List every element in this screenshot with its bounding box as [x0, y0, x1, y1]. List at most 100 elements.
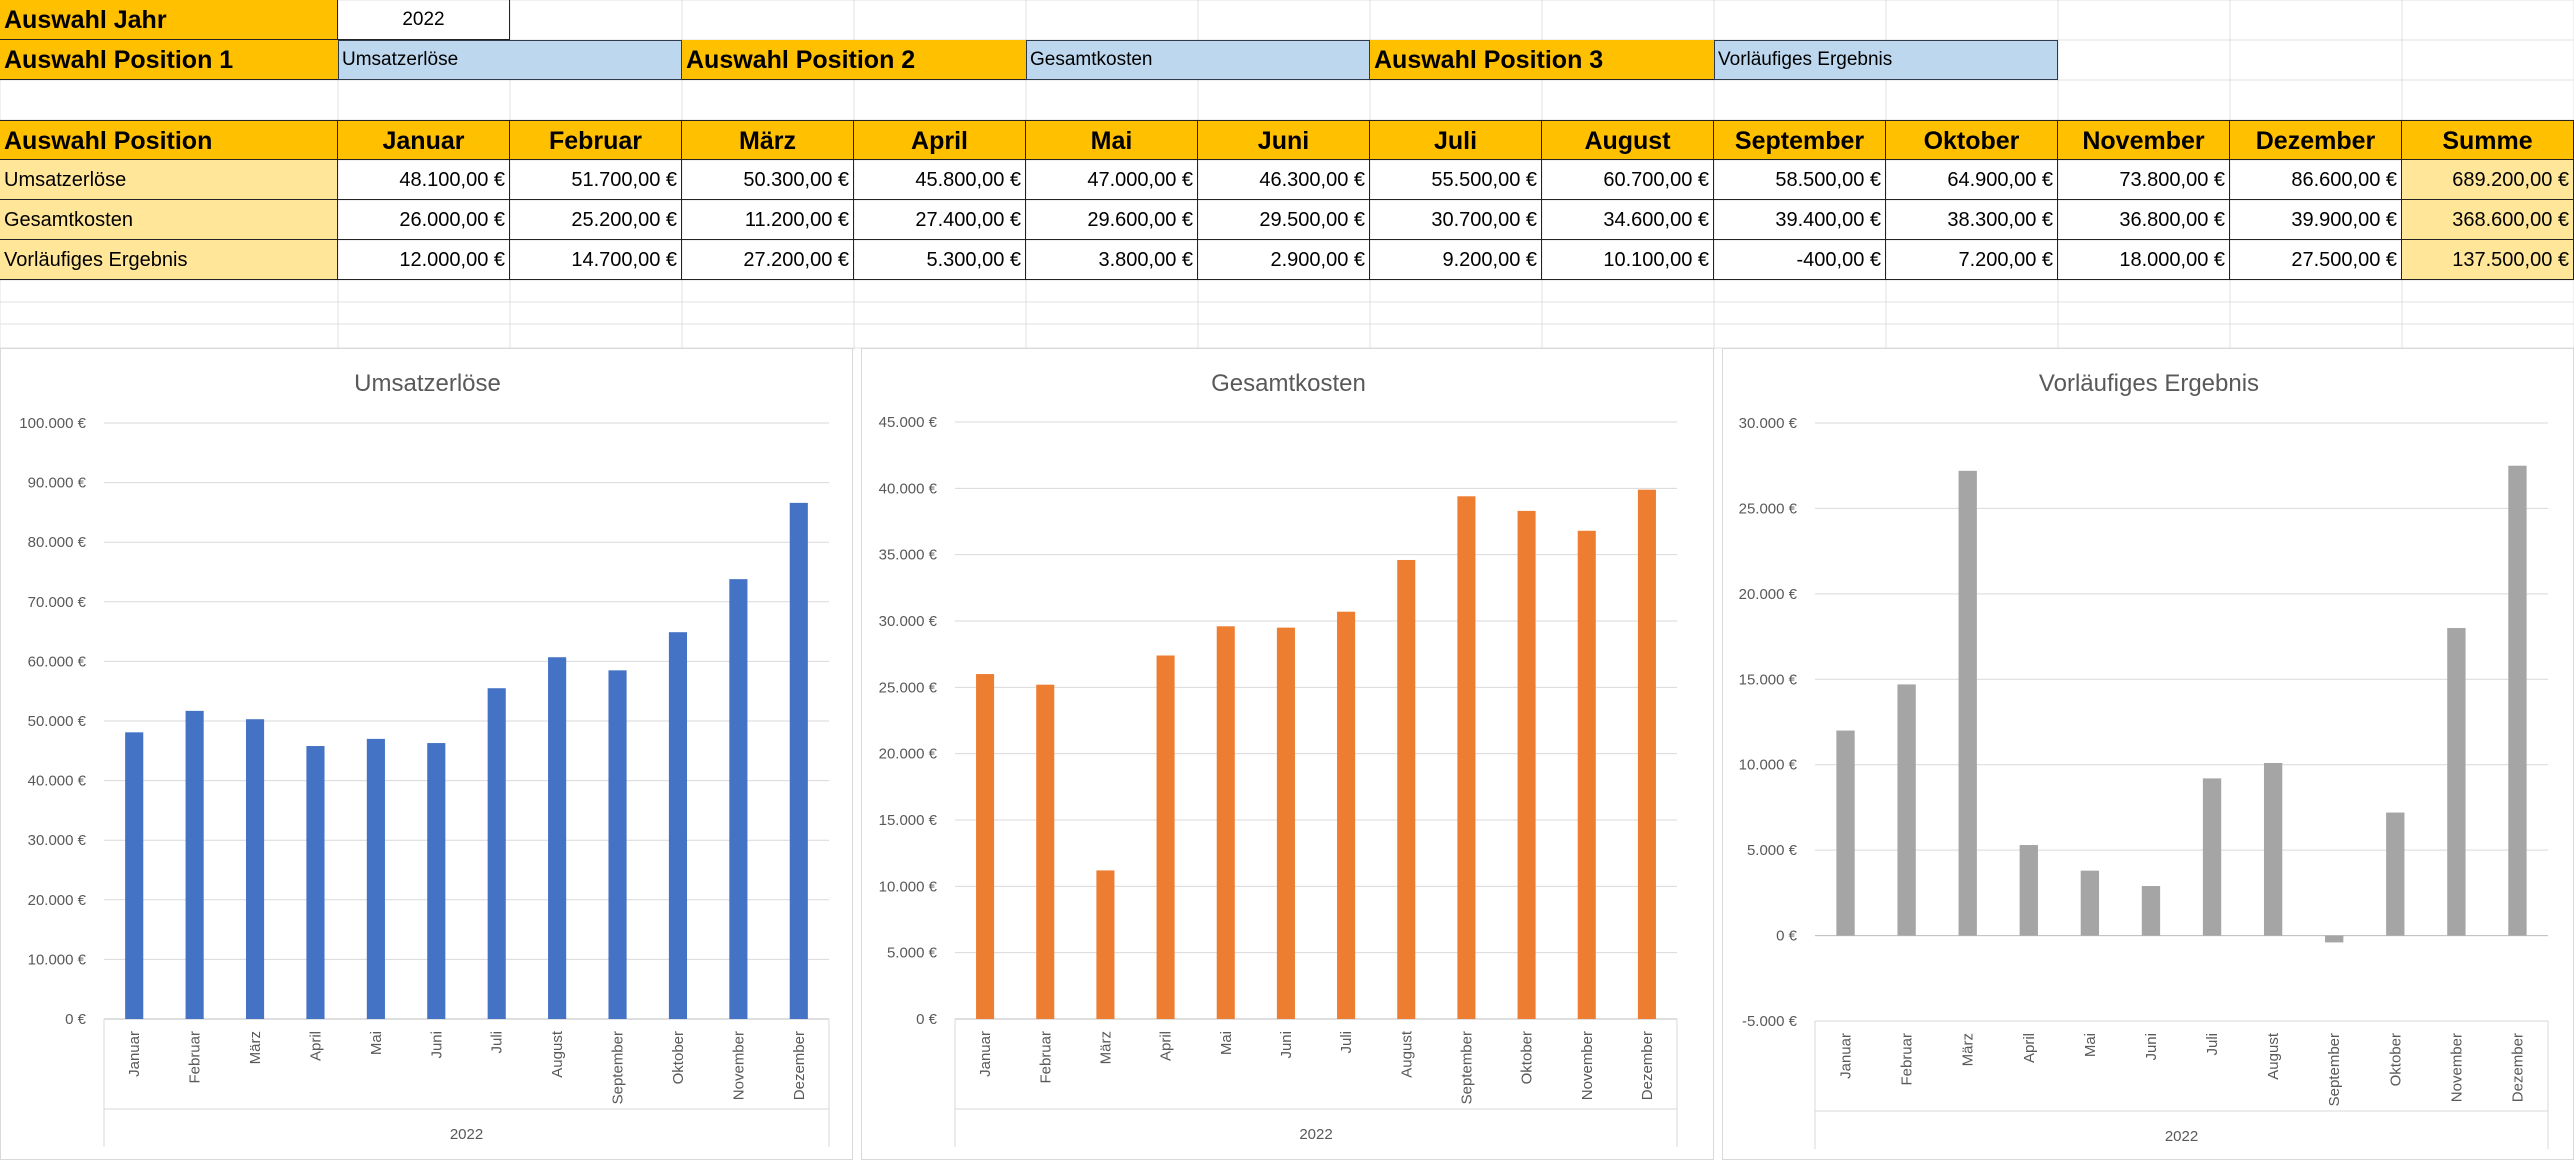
bar-september[interactable] [2325, 935, 2344, 943]
bar-november[interactable] [2447, 628, 2466, 936]
bar-februar[interactable] [1897, 684, 1916, 936]
y-tick-label: 5.000 € [1747, 842, 1798, 859]
bar-oktober[interactable] [1517, 510, 1536, 1019]
table-value-cell[interactable]: 50.300,00 € [682, 160, 854, 200]
bar-august[interactable] [1397, 559, 1416, 1019]
bar-juli[interactable] [487, 688, 506, 1019]
bar-dezember[interactable] [2508, 465, 2527, 936]
bar-november[interactable] [1577, 530, 1596, 1019]
bar-november[interactable] [729, 579, 748, 1019]
chart-umsatzerloese[interactable]: Umsatzerlöse 0 € 10.000 € 20.000 € 30.000 € 4… [0, 348, 853, 1160]
bar-dezember[interactable] [789, 502, 808, 1019]
table-header-month: März [682, 120, 854, 160]
bar-märz[interactable] [1096, 870, 1115, 1019]
x-category-label: April [307, 1031, 324, 1061]
x-category-label: November [730, 1031, 747, 1100]
table-value-cell[interactable]: 39.400,00 € [1714, 200, 1886, 240]
table-value-cell[interactable]: 5.300,00 € [854, 240, 1026, 280]
bar-august[interactable] [2263, 763, 2283, 936]
bar-september[interactable] [608, 670, 627, 1019]
table-value-cell[interactable]: 48.100,00 € [338, 160, 510, 200]
bar-oktober[interactable] [668, 632, 688, 1019]
x-category-label: Juni [428, 1031, 445, 1059]
table-header-month: Mai [1026, 120, 1198, 160]
table-value-cell[interactable]: 27.200,00 € [682, 240, 854, 280]
bar-dezember[interactable] [1637, 489, 1656, 1019]
chart-vorlaeufiges-ergebnis[interactable]: Vorläufiges Ergebnis -5.000 € 0 € 5.000 € 10… [1722, 348, 2574, 1160]
y-tick-label: 45.000 € [879, 414, 938, 431]
table-value-cell[interactable]: 18.000,00 € [2058, 240, 2230, 280]
table-row-label: Vorläufiges Ergebnis [0, 240, 338, 280]
table-value-cell[interactable]: 25.200,00 € [510, 200, 682, 240]
table-value-cell[interactable]: 12.000,00 € [338, 240, 510, 280]
table-value-cell[interactable]: 47.000,00 € [1026, 160, 1198, 200]
bar-april[interactable] [1156, 655, 1175, 1019]
bar-oktober[interactable] [2386, 812, 2405, 936]
table-value-cell[interactable]: 26.000,00 € [338, 200, 510, 240]
table-value-cell[interactable]: 58.500,00 € [1714, 160, 1886, 200]
bar-februar[interactable] [1036, 684, 1055, 1019]
table-value-cell[interactable]: 29.500,00 € [1198, 200, 1370, 240]
table-value-cell[interactable]: 27.500,00 € [2230, 240, 2402, 280]
bar-januar[interactable] [976, 674, 995, 1019]
bar-mai[interactable] [1216, 626, 1235, 1019]
year-input[interactable]: 2022 [338, 0, 510, 40]
table-value-cell[interactable]: 27.400,00 € [854, 200, 1026, 240]
table-value-cell[interactable]: 3.800,00 € [1026, 240, 1198, 280]
bar-juli[interactable] [1337, 611, 1356, 1019]
bar-september[interactable] [1457, 496, 1476, 1019]
position1-select[interactable]: Umsatzerlöse [338, 40, 682, 80]
bar-februar[interactable] [185, 710, 204, 1019]
x-category-label: Dezember [1639, 1031, 1656, 1100]
table-sum-cell[interactable]: 689.200,00 € [2402, 160, 2574, 200]
bar-april[interactable] [2019, 845, 2038, 936]
table-value-cell[interactable]: 39.900,00 € [2230, 200, 2402, 240]
table-value-cell[interactable]: 2.900,00 € [1198, 240, 1370, 280]
bar-januar[interactable] [1836, 730, 1855, 936]
bar-märz[interactable] [245, 719, 265, 1019]
table-value-cell[interactable]: 86.600,00 € [2230, 160, 2402, 200]
table-value-cell[interactable]: -400,00 € [1714, 240, 1886, 280]
table-value-cell[interactable]: 29.600,00 € [1026, 200, 1198, 240]
position2-select[interactable]: Gesamtkosten [1026, 40, 1370, 80]
bar-januar[interactable] [125, 732, 144, 1019]
table-value-cell[interactable]: 7.200,00 € [1886, 240, 2058, 280]
table-sum-cell[interactable]: 137.500,00 € [2402, 240, 2574, 280]
table-value-cell[interactable]: 46.300,00 € [1198, 160, 1370, 200]
chart-gesamtkosten[interactable]: Gesamtkosten 0 € 5.000 € 10.000 € 15.000 € 20… [861, 348, 1714, 1160]
bar-april[interactable] [306, 746, 325, 1019]
position3-select[interactable]: Vorläufiges Ergebnis [1714, 40, 2058, 80]
bar-august[interactable] [548, 657, 567, 1019]
table-value-cell[interactable]: 60.700,00 € [1542, 160, 1714, 200]
table-value-cell[interactable]: 45.800,00 € [854, 160, 1026, 200]
bar-juli[interactable] [2202, 778, 2222, 936]
table-value-cell[interactable]: 30.700,00 € [1370, 200, 1542, 240]
bar-juni[interactable] [2141, 886, 2161, 936]
table-value-cell[interactable]: 34.600,00 € [1542, 200, 1714, 240]
table-value-cell[interactable]: 38.300,00 € [1886, 200, 2058, 240]
table-value-cell[interactable]: 55.500,00 € [1370, 160, 1542, 200]
y-tick-label: 70.000 € [28, 594, 87, 611]
y-tick-label: 20.000 € [1739, 586, 1798, 603]
table-value-cell[interactable]: 11.200,00 € [682, 200, 854, 240]
x-category-label: Dezember [791, 1031, 808, 1100]
bar-juni[interactable] [1276, 627, 1295, 1019]
table-value-cell[interactable]: 36.800,00 € [2058, 200, 2230, 240]
table-value-cell[interactable]: 14.700,00 € [510, 240, 682, 280]
y-tick-label: 35.000 € [879, 547, 938, 564]
table-value-cell[interactable]: 64.900,00 € [1886, 160, 2058, 200]
bar-märz[interactable] [1958, 470, 1977, 936]
table-value-cell[interactable]: 9.200,00 € [1370, 240, 1542, 280]
y-tick-label: 100.000 € [19, 415, 86, 432]
bar-mai[interactable] [2080, 870, 2100, 936]
table-value-cell[interactable]: 10.100,00 € [1542, 240, 1714, 280]
bar-mai[interactable] [366, 738, 385, 1019]
position2-label: Auswahl Position 2 [682, 40, 1026, 80]
table-sum-cell[interactable]: 368.600,00 € [2402, 200, 2574, 240]
table-value-cell[interactable]: 51.700,00 € [510, 160, 682, 200]
y-tick-label: 50.000 € [28, 713, 87, 730]
y-tick-label: 30.000 € [28, 832, 87, 849]
position3-label: Auswahl Position 3 [1370, 40, 1714, 80]
bar-juni[interactable] [427, 743, 446, 1019]
table-value-cell[interactable]: 73.800,00 € [2058, 160, 2230, 200]
